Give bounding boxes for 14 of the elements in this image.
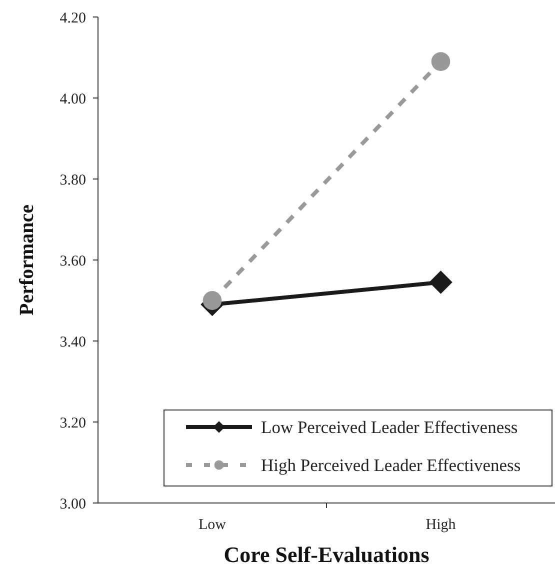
y-axis-title: Performance (16, 204, 38, 316)
y-tick-label: 3.80 (60, 172, 86, 188)
x-tick-label: High (426, 517, 456, 533)
y-tick-label: 3.60 (60, 253, 86, 270)
legend-label: High Perceived Leader Effectiveness (261, 455, 521, 476)
y-tick-label: 3.40 (60, 334, 86, 350)
y-tick-label: 4.20 (60, 10, 86, 26)
y-tick-label: 4.00 (60, 91, 86, 108)
x-tick-label: Low (198, 517, 226, 533)
x-axis-title: Core Self-Evaluations (224, 542, 430, 567)
y-tick-label: 3.20 (60, 415, 86, 432)
legend-label: Low Perceived Leader Effectiveness (261, 417, 518, 438)
y-tick-label: 3.00 (60, 496, 86, 512)
point (431, 52, 450, 71)
